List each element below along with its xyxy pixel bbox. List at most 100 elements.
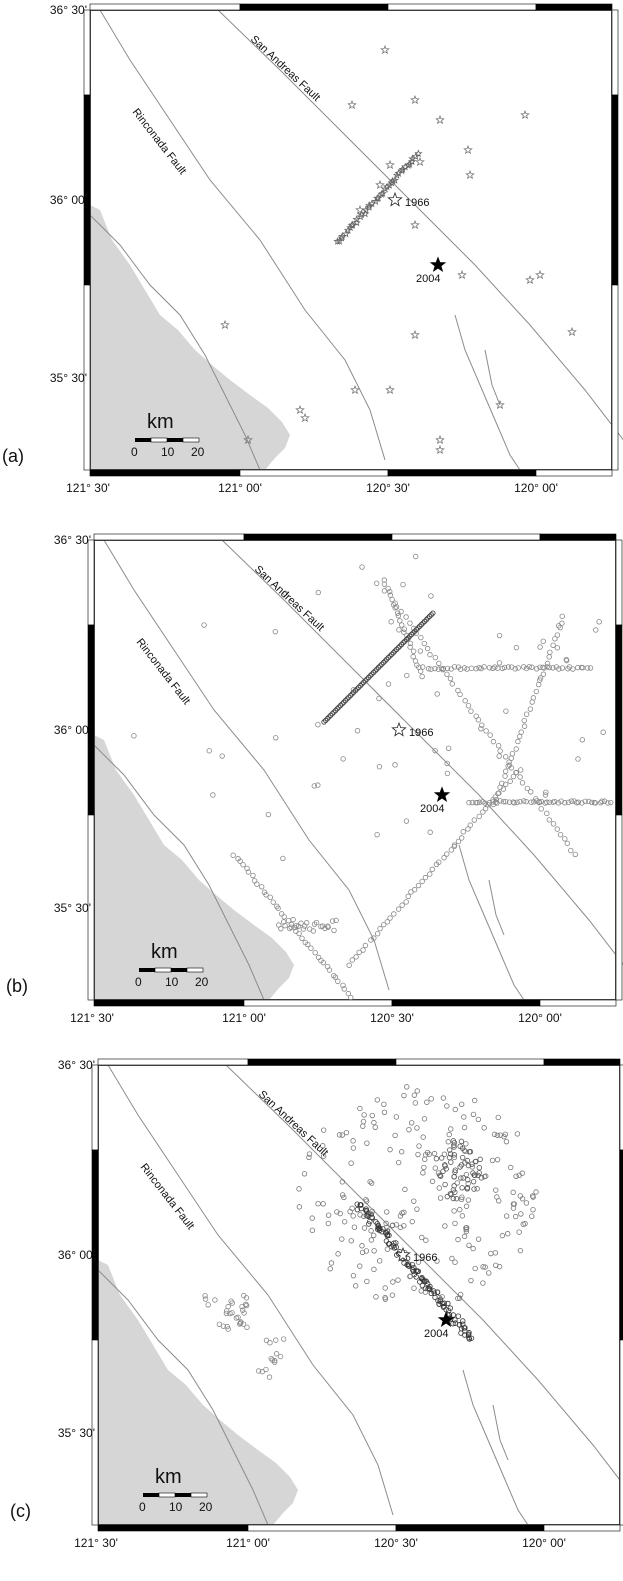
earthquake-marker xyxy=(529,1193,536,1199)
earthquake-marker xyxy=(416,1143,422,1149)
earthquake-marker xyxy=(540,671,547,677)
earthquake-marker xyxy=(359,1243,365,1249)
earthquake-marker xyxy=(407,644,413,650)
earthquake-marker xyxy=(437,1298,443,1305)
earthquake-marker xyxy=(462,1328,468,1334)
earthquake-marker xyxy=(464,1157,471,1164)
earthquake-marker xyxy=(341,1194,347,1201)
earthquake-marker xyxy=(410,648,417,654)
earthquake-marker xyxy=(556,623,562,629)
lon-label: 121° 30' xyxy=(70,1011,114,1025)
earthquake-marker xyxy=(460,1175,466,1181)
earthquake-marker xyxy=(438,665,445,672)
earthquake-marker xyxy=(381,1101,387,1107)
earthquake-marker xyxy=(241,1310,247,1316)
earthquake-marker xyxy=(439,1294,445,1300)
san-andreas-fault-line xyxy=(225,1064,623,1485)
earthquake-marker xyxy=(131,733,137,739)
earthquake-marker xyxy=(376,695,382,702)
earthquake-marker xyxy=(408,1120,415,1126)
earthquake-marker xyxy=(531,799,537,805)
earthquake-marker xyxy=(352,687,358,694)
event-label-2004: 2004 xyxy=(416,273,440,285)
earthquake-marker xyxy=(348,1238,355,1244)
earthquake-marker xyxy=(244,1324,250,1331)
frame-bar-right xyxy=(615,814,623,1001)
earthquake-marker xyxy=(599,798,605,804)
earthquake-marker xyxy=(240,862,246,868)
earthquake-marker xyxy=(517,774,523,780)
scale-tick-20: 20 xyxy=(191,445,205,459)
earthquake-marker xyxy=(386,1241,392,1247)
frame-bar-left xyxy=(91,1064,99,1151)
earthquake-marker xyxy=(489,1157,496,1164)
earthquake-marker xyxy=(385,681,392,687)
earthquake-marker xyxy=(459,1213,466,1219)
earthquake-marker xyxy=(486,1270,492,1276)
earthquake-marker xyxy=(347,99,357,110)
frame-bar-right xyxy=(611,284,619,471)
earthquake-marker xyxy=(544,810,550,817)
rinconada-fault-line xyxy=(103,539,390,991)
earthquake-marker xyxy=(361,1112,367,1118)
earthquake-marker xyxy=(513,769,520,776)
earthquake-marker xyxy=(432,654,439,661)
earthquake-marker xyxy=(376,764,383,770)
earthquake-marker xyxy=(385,159,395,170)
earthquake-marker xyxy=(300,412,310,423)
earthquake-marker xyxy=(375,664,382,671)
earthquake-marker xyxy=(373,1219,379,1225)
earthquake-marker xyxy=(520,798,527,804)
earthquake-marker xyxy=(357,683,363,689)
scale-bar-segment xyxy=(135,438,151,442)
earthquake-marker xyxy=(201,622,207,628)
lon-label: 120° 00' xyxy=(514,481,558,495)
branch-fault-line xyxy=(484,349,501,406)
earthquake-marker xyxy=(364,201,374,209)
earthquake-marker xyxy=(523,711,530,717)
ocean-area xyxy=(98,1260,298,1525)
earthquake-marker xyxy=(427,829,433,835)
earthquake-marker xyxy=(515,738,521,745)
earthquake-marker xyxy=(315,589,321,596)
earthquake-marker xyxy=(388,176,397,185)
earthquake-marker xyxy=(436,1185,443,1191)
earthquake-marker xyxy=(239,1307,246,1313)
earthquake-marker xyxy=(259,1369,265,1375)
earthquake-marker xyxy=(392,762,398,768)
earthquake-marker xyxy=(455,1295,461,1302)
earthquake-marker xyxy=(418,634,424,641)
earthquake-marker xyxy=(282,922,288,929)
earthquake-marker xyxy=(444,851,450,857)
earthquake-marker xyxy=(370,669,377,676)
earthquake-marker xyxy=(502,781,509,788)
earthquake-marker xyxy=(352,1283,359,1289)
earthquake-marker xyxy=(225,1303,231,1310)
earthquake-marker xyxy=(526,664,532,670)
earthquake-marker xyxy=(415,625,421,631)
earthquake-marker xyxy=(435,434,445,445)
earthquake-marker xyxy=(397,1213,404,1219)
earthquake-marker xyxy=(331,927,337,934)
scale-unit: km xyxy=(147,411,174,433)
earthquake-marker xyxy=(381,581,388,587)
earthquake-marker xyxy=(503,1138,510,1145)
earthquake-marker xyxy=(506,762,513,768)
earthquake-marker xyxy=(334,706,340,712)
earthquake-marker xyxy=(465,1162,472,1169)
earthquake-marker xyxy=(346,962,352,968)
earthquake-marker xyxy=(220,319,230,330)
earthquake-marker xyxy=(575,799,581,805)
earthquake-marker xyxy=(523,665,530,672)
earthquake-marker xyxy=(395,1277,401,1283)
earthquake-marker xyxy=(470,1245,476,1252)
earthquake-marker xyxy=(406,1126,412,1133)
earthquake-marker xyxy=(389,1292,396,1298)
frame-bar-bottom xyxy=(89,469,241,477)
earthquake-marker xyxy=(451,843,457,850)
earthquake-marker xyxy=(364,676,370,682)
earthquake-marker xyxy=(288,924,294,930)
lon-label: 121° 00' xyxy=(218,481,262,495)
earthquake-marker xyxy=(493,1187,499,1193)
